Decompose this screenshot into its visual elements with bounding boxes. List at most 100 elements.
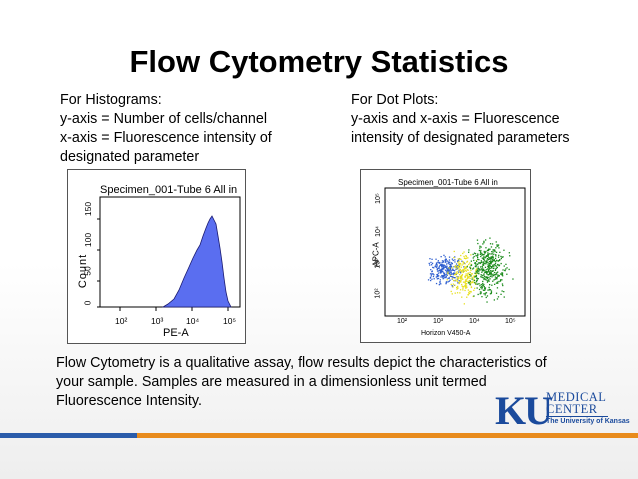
scatter-point (476, 255, 478, 257)
scatter-point (493, 279, 495, 281)
scatter-point (451, 293, 453, 295)
scatter-point (474, 282, 476, 284)
scatter-point (491, 258, 493, 261)
scatter-point (501, 272, 503, 274)
scatter-point (444, 269, 447, 271)
dotplot-figure: Specimen_001-Tube 6 All in APC-A Horizon… (360, 169, 531, 343)
scatter-point (456, 292, 459, 294)
scatter-point (487, 264, 489, 266)
scatter-point (464, 285, 467, 287)
scatter-point (436, 268, 438, 271)
scatter-point (441, 263, 443, 266)
scatter-point (489, 243, 492, 245)
scatter-point (486, 271, 488, 273)
scatter-point (436, 273, 439, 276)
scatter-point (470, 282, 472, 284)
scatter-point (486, 281, 489, 283)
scatter-point (450, 270, 452, 272)
scatter-point (497, 260, 499, 262)
scatter-point (496, 287, 499, 289)
scatter-point (458, 280, 460, 282)
summary-text: Flow Cytometry is a qualitative assay, f… (56, 354, 547, 411)
scatter-point (485, 296, 487, 299)
dotplot-xtick: 10⁵ (505, 318, 516, 325)
scatter-point (456, 267, 458, 269)
scatter-point (457, 266, 460, 268)
scatter-point (498, 280, 500, 283)
scatter-point (451, 262, 453, 264)
scatter-point (478, 268, 480, 270)
scatter-point (429, 277, 431, 279)
scatter-point (480, 268, 482, 270)
scatter-point (479, 245, 481, 247)
scatter-point (473, 278, 475, 280)
scatter-point (478, 288, 481, 291)
scatter-point (469, 283, 471, 286)
scatter-point (485, 292, 488, 294)
scatter-point (453, 269, 455, 271)
scatter-point (459, 289, 462, 291)
scatter-point (482, 263, 484, 265)
scatter-point (461, 260, 463, 262)
scatter-point (494, 250, 496, 253)
scatter-point (438, 262, 440, 264)
scatter-point (493, 249, 495, 251)
scatter-point (455, 265, 457, 267)
scatter-point (476, 270, 478, 273)
scatter-point (485, 255, 488, 257)
scatter-point (448, 259, 451, 261)
scatter-point (460, 269, 462, 272)
scatter-point (442, 264, 444, 266)
scatter-point (476, 268, 478, 270)
scatter-point (453, 266, 455, 268)
histogram-text-line: designated parameter (60, 149, 200, 165)
scatter-point (482, 258, 485, 260)
scatter-point (452, 276, 454, 278)
scatter-point (441, 267, 443, 270)
scatter-point (458, 282, 460, 285)
scatter-point (482, 282, 484, 285)
scatter-point (503, 265, 505, 267)
scatter-point (453, 273, 456, 276)
scatter-point (459, 258, 461, 260)
scatter-point (450, 271, 452, 274)
scatter-point (482, 270, 484, 272)
scatter-point (480, 261, 483, 263)
scatter-point (450, 273, 452, 275)
scatter-point (486, 277, 488, 279)
scatter-point (499, 280, 502, 282)
scatter-point (433, 278, 435, 280)
scatter-point (485, 263, 487, 265)
histogram-xlabel: PE-A (163, 327, 189, 339)
scatter-point (477, 256, 479, 258)
scatter-point (483, 242, 485, 244)
dotplot-text-line: intensity of designated parameters (351, 130, 570, 146)
scatter-point (482, 264, 485, 266)
scatter-point (449, 274, 451, 276)
histogram-text-line: For Histograms: (60, 92, 162, 108)
ku-logo-text: MEDICAL CENTER (546, 391, 606, 416)
scatter-point (486, 273, 488, 275)
scatter-point (438, 267, 440, 269)
scatter-point (435, 282, 438, 285)
scatter-point (487, 255, 489, 257)
scatter-point (460, 278, 462, 280)
scatter-point (461, 264, 463, 266)
scatter-point (466, 274, 468, 277)
scatter-point (477, 293, 479, 296)
scatter-point (448, 272, 450, 275)
scatter-point (438, 275, 440, 277)
scatter-point (457, 287, 459, 289)
scatter-point (441, 266, 443, 268)
scatter-point (496, 281, 499, 283)
scatter-point (480, 291, 482, 293)
scatter-point (477, 270, 479, 272)
scatter-point (477, 258, 479, 260)
scatter-point (477, 278, 479, 280)
scatter-point (476, 279, 478, 281)
scatter-point (456, 266, 459, 268)
scatter-point (445, 277, 447, 279)
scatter-point (456, 265, 459, 267)
scatter-point (450, 290, 452, 293)
scatter-point (486, 278, 489, 280)
